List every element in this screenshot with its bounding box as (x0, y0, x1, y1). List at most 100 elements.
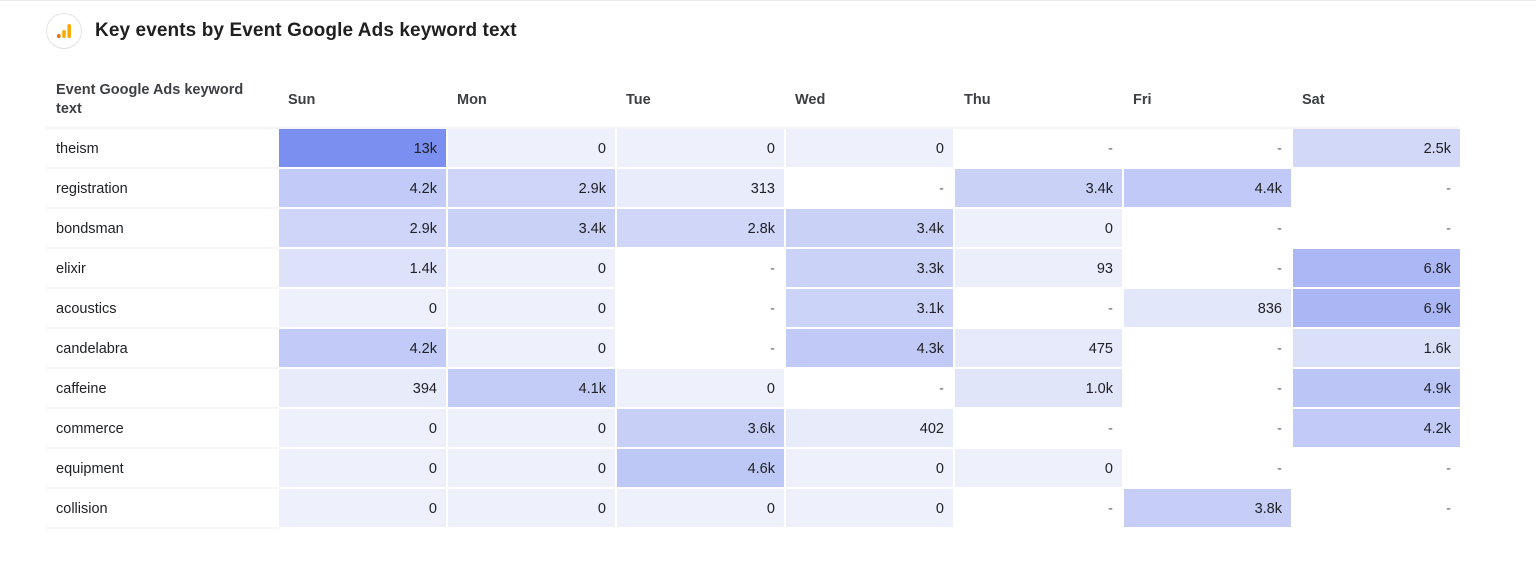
cell-value-label: 3.4k (917, 221, 945, 237)
cell-value-label: 1.4k (410, 261, 438, 277)
heatmap-cell (448, 489, 615, 527)
heatmap-cell (617, 449, 784, 487)
heatmap-cell (1293, 129, 1460, 167)
cell-value-label: 0 (767, 501, 775, 517)
row-label-bondsman: bondsman (56, 221, 124, 237)
cell-value-label: 3.1k (917, 301, 945, 317)
heatmap-cell (617, 129, 784, 167)
cell-value-label: - (1108, 141, 1113, 157)
cell-value-label: 0 (767, 381, 775, 397)
heatmap-cell (1124, 289, 1291, 327)
heatmap-cell (448, 409, 615, 447)
heatmap-cell (279, 169, 446, 207)
cell-value-label: 6.9k (1424, 301, 1452, 317)
column-header-sun: Sun (288, 92, 315, 108)
column-header-mon: Mon (457, 92, 487, 108)
cell-value-label: 2.5k (1424, 141, 1452, 157)
cell-value-label: - (1446, 461, 1451, 477)
cell-value-label: 4.6k (748, 461, 776, 477)
heatmap-cell (617, 489, 784, 527)
heatmap-cell (955, 329, 1122, 367)
cell-value-label: - (1277, 141, 1282, 157)
cell-value-label: - (1108, 301, 1113, 317)
cell-value-label: 2.9k (579, 181, 607, 197)
cell-value-label: 3.4k (579, 221, 607, 237)
cell-value-label: - (770, 341, 775, 357)
cell-value-label: 4.3k (917, 341, 945, 357)
cell-value-label: 3.8k (1255, 501, 1283, 517)
cell-value-label: 402 (920, 421, 944, 437)
heatmap-cell (279, 209, 446, 247)
cell-value-label: - (1108, 501, 1113, 517)
cell-value-label: 0 (598, 341, 606, 357)
cell-value-label: 4.2k (1424, 421, 1452, 437)
column-header-thu: Thu (964, 92, 991, 108)
cell-value-label: 0 (598, 421, 606, 437)
heatmap-cell (786, 409, 953, 447)
column-header-sat: Sat (1302, 92, 1325, 108)
row-label-equipment: equipment (56, 461, 124, 477)
heatmap-cell (617, 209, 784, 247)
cell-value-label: 0 (429, 501, 437, 517)
cell-value-label: - (1446, 221, 1451, 237)
heatmap-cell (279, 129, 446, 167)
cell-value-label: 2.9k (410, 221, 438, 237)
heatmap-cell (786, 449, 953, 487)
column-header-tue: Tue (626, 92, 651, 108)
cell-value-label: 93 (1097, 261, 1113, 277)
column-header-fri: Fri (1133, 92, 1152, 108)
heatmap-cell (1293, 289, 1460, 327)
cell-value-label: 313 (751, 181, 775, 197)
heatmap-cell (1124, 169, 1291, 207)
heatmap-cell (955, 369, 1122, 407)
cell-value-label: 0 (598, 461, 606, 477)
cell-value-label: - (1446, 181, 1451, 197)
cell-value-label: - (939, 181, 944, 197)
cell-value-label: - (770, 301, 775, 317)
heatmap-cell (617, 169, 784, 207)
cell-value-label: 2.8k (748, 221, 776, 237)
heatmap-cell (786, 129, 953, 167)
cell-value-label: - (1277, 261, 1282, 277)
top-divider (0, 0, 1536, 1)
heatmap-cell (279, 329, 446, 367)
cell-value-label: - (1446, 501, 1451, 517)
cell-value-label: - (1277, 421, 1282, 437)
cell-value-label: 4.4k (1255, 181, 1283, 197)
row-label-theism: theism (56, 141, 99, 157)
cell-value-label: - (770, 261, 775, 277)
row-label-caffeine: caffeine (56, 381, 107, 397)
cell-value-label: 3.3k (917, 261, 945, 277)
column-header-wed: Wed (795, 92, 825, 108)
cell-value-label: 0 (936, 461, 944, 477)
cell-value-label: 0 (767, 141, 775, 157)
heatmap-cell (279, 449, 446, 487)
card-header: Key events by Event Google Ads keyword t… (46, 12, 517, 50)
heatmap-cell (448, 129, 615, 167)
heatmap-cell (448, 169, 615, 207)
row-label-candelabra: candelabra (56, 341, 129, 357)
heatmap-cell (955, 249, 1122, 287)
heatmap-cell (1124, 489, 1291, 527)
row-header-label: Event Google Ads keyword text (56, 82, 243, 117)
heatmap-cell (1293, 329, 1460, 367)
cell-value-label: 3.4k (1086, 181, 1114, 197)
heatmap-cell (1293, 249, 1460, 287)
heatmap-cell (279, 369, 446, 407)
analytics-bars-icon (46, 13, 82, 49)
heatmap-cell (786, 329, 953, 367)
cell-value-label: 0 (598, 261, 606, 277)
cell-value-label: 0 (936, 141, 944, 157)
heatmap-cell (786, 489, 953, 527)
row-label-registration: registration (56, 181, 128, 197)
heatmap-cell (1293, 409, 1460, 447)
heatmap-cell (786, 249, 953, 287)
heatmap-cell (448, 209, 615, 247)
cell-value-label: 0 (598, 301, 606, 317)
heatmap-cell (448, 329, 615, 367)
row-header-line: text (56, 101, 82, 117)
cell-value-label: 475 (1089, 341, 1113, 357)
row-header-line: Event Google Ads keyword (56, 82, 243, 98)
heatmap-cell (955, 449, 1122, 487)
heatmap-cell (448, 249, 615, 287)
